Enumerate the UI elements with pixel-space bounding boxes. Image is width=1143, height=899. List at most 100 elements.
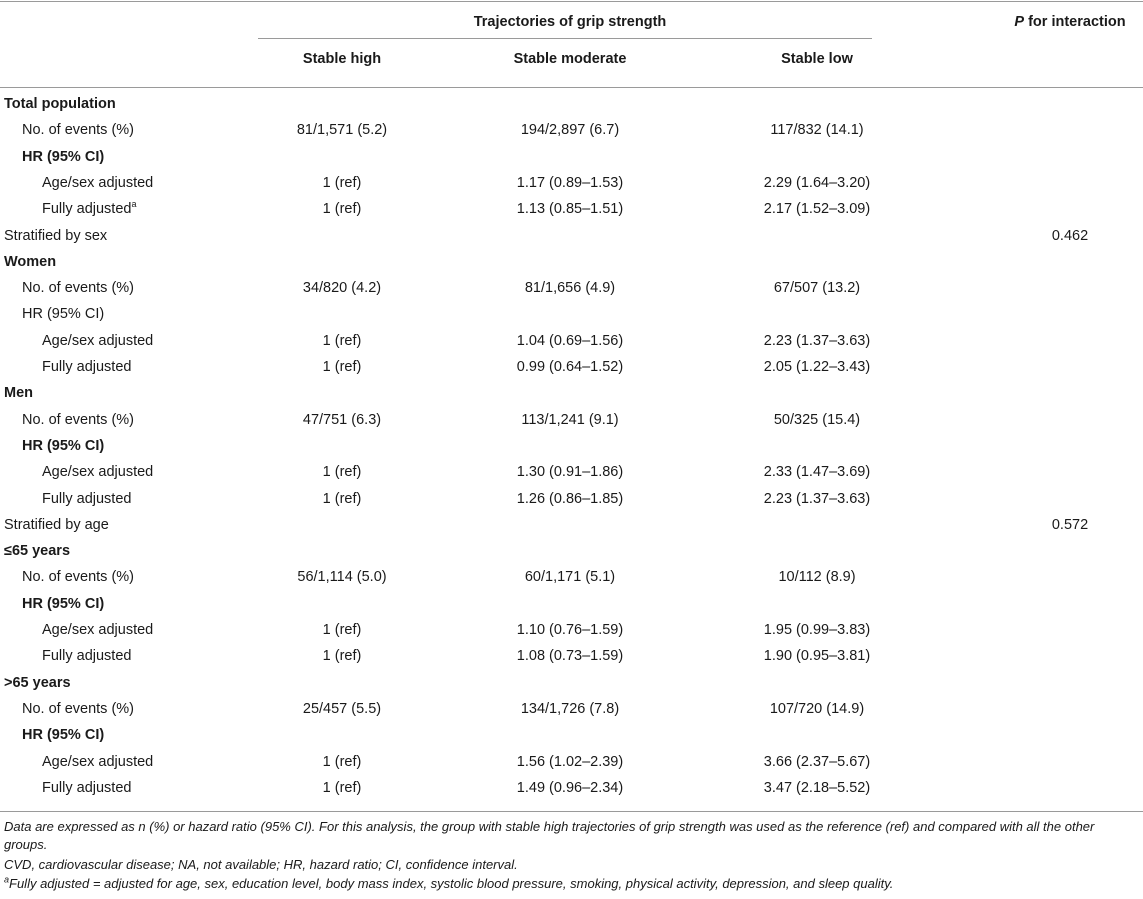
col-header-stable-high: Stable high — [302, 51, 382, 67]
table-cell: 47/751 (6.3) — [302, 412, 382, 428]
p-interaction-value: 0.462 — [1051, 228, 1089, 244]
row-label: Age/sex adjusted — [42, 173, 153, 193]
row-label: Total population — [4, 94, 116, 114]
row-label-text: Age/sex adjusted — [42, 754, 154, 770]
row-label: Age/sex adjusted — [42, 462, 153, 482]
table-cell: 1 (ref) — [322, 648, 362, 664]
table-cell: 3.66 (2.37–5.67) — [763, 754, 871, 770]
footnote-3-text: Fully adjusted = adjusted for age, sex, … — [9, 876, 894, 891]
row-label: HR (95% CI) — [22, 147, 104, 167]
row-label: HR (95% CI) — [22, 594, 104, 614]
table-cell: 1.10 (0.76–1.59) — [516, 622, 624, 638]
row-label-text: ≤65 years — [4, 543, 71, 559]
table-cell: 2.23 (1.37–3.63) — [763, 333, 871, 349]
table-cell: 2.17 (1.52–3.09) — [763, 201, 871, 217]
row-label-text: Fully adjusted — [42, 359, 132, 375]
row-label-text: Fully adjusted — [42, 491, 132, 507]
table-cell: 113/1,241 (9.1) — [521, 412, 619, 428]
table-cell: 2.05 (1.22–3.43) — [763, 359, 871, 375]
table-cell: 2.33 (1.47–3.69) — [763, 464, 871, 480]
row-label: Fully adjusted — [42, 646, 131, 666]
row-label: Fully adjusted — [42, 778, 131, 798]
row-label-text: Stratified by age — [4, 517, 109, 533]
table-cell: 0.99 (0.64–1.52) — [516, 359, 624, 375]
row-label: No. of events (%) — [22, 278, 134, 298]
row-label-text: No. of events (%) — [22, 412, 135, 428]
row-label-text: Age/sex adjusted — [42, 622, 154, 638]
table-cell: 2.29 (1.64–3.20) — [763, 175, 871, 191]
row-label: Men — [4, 383, 33, 403]
table-cell: 67/507 (13.2) — [773, 280, 861, 296]
row-label: ≤65 years — [4, 541, 70, 561]
col-header-stable-moderate: Stable moderate — [513, 51, 627, 67]
table-cell: 1 (ref) — [322, 491, 362, 507]
row-label-text: Fully adjusted — [42, 648, 132, 664]
table-cell: 1 (ref) — [322, 780, 362, 796]
table-cell: 1.04 (0.69–1.56) — [516, 333, 624, 349]
table-cell: 1.26 (0.86–1.85) — [516, 491, 624, 507]
row-label-text: No. of events (%) — [22, 569, 135, 585]
row-label-text: >65 years — [4, 675, 71, 691]
table-cell: 50/325 (15.4) — [773, 412, 861, 428]
table-cell: 3.47 (2.18–5.52) — [763, 780, 871, 796]
row-label-text: HR (95% CI) — [22, 596, 105, 612]
table-cell: 1.56 (1.02–2.39) — [516, 754, 624, 770]
table-cell: 1 (ref) — [322, 622, 362, 638]
row-label-text: Stratified by sex — [4, 228, 108, 244]
group-header-rule — [258, 38, 872, 39]
table-cell: 1.95 (0.99–3.83) — [763, 622, 871, 638]
table-bottom-rule — [0, 811, 1143, 812]
table-cell: 117/832 (14.1) — [770, 122, 864, 138]
table-cell: 56/1,114 (5.0) — [297, 569, 387, 585]
row-label: Stratified by age — [4, 515, 109, 535]
row-label-text: HR (95% CI) — [22, 438, 105, 454]
row-label: Age/sex adjusted — [42, 620, 153, 640]
row-label: Fully adjusted — [42, 357, 131, 377]
table-cell: 10/112 (8.9) — [778, 569, 856, 585]
row-label: No. of events (%) — [22, 699, 134, 719]
footnote-2: CVD, cardiovascular disease; NA, not ava… — [4, 857, 518, 872]
row-label-text: No. of events (%) — [22, 280, 135, 296]
row-label: No. of events (%) — [22, 120, 134, 140]
table-cell: 1 (ref) — [322, 464, 362, 480]
table-cell: 107/720 (14.9) — [769, 701, 865, 717]
col-header-stable-low: Stable low — [781, 51, 853, 67]
table-cell: 1.17 (0.89–1.53) — [516, 175, 624, 191]
row-label: Fully adjusted — [42, 489, 131, 509]
row-label: HR (95% CI) — [22, 725, 104, 745]
table-cell: 1 (ref) — [322, 359, 362, 375]
row-label: No. of events (%) — [22, 410, 134, 430]
row-label-text: Women — [4, 254, 57, 270]
table-cell: 60/1,171 (5.1) — [524, 569, 616, 585]
footnote-1: Data are expressed as n (%) or hazard ra… — [4, 819, 1095, 852]
row-label-text: Age/sex adjusted — [42, 333, 154, 349]
header-bottom-rule — [0, 87, 1143, 88]
row-label-text: Age/sex adjusted — [42, 175, 154, 191]
row-label-text: Fully adjusted — [42, 201, 132, 217]
table-cell: 81/1,571 (5.2) — [296, 122, 388, 138]
table-cell: 2.23 (1.37–3.63) — [763, 491, 871, 507]
p-interaction-value: 0.572 — [1051, 517, 1089, 533]
row-label-text: Age/sex adjusted — [42, 464, 154, 480]
row-label: Age/sex adjusted — [42, 331, 153, 351]
row-label: HR (95% CI) — [22, 304, 104, 324]
row-label-text: Total population — [4, 96, 116, 112]
table-cell: 34/820 (4.2) — [302, 280, 382, 296]
table-cell: 1.30 (0.91–1.86) — [516, 464, 624, 480]
row-label-text: HR (95% CI) — [22, 727, 105, 743]
row-label-text: No. of events (%) — [22, 701, 135, 717]
row-label: Women — [4, 252, 56, 272]
row-label-text: No. of events (%) — [22, 122, 135, 138]
row-label-text: HR (95% CI) — [22, 149, 105, 165]
table-cell: 134/1,726 (7.8) — [520, 701, 620, 717]
table-cell: 1.13 (0.85–1.51) — [516, 201, 624, 217]
footnote-3: aFully adjusted = adjusted for age, sex,… — [4, 875, 1139, 893]
row-label-sup: a — [131, 199, 137, 210]
p-interaction-rest: for interaction — [1024, 14, 1126, 30]
table-cell: 194/2,897 (6.7) — [520, 122, 620, 138]
row-label: No. of events (%) — [22, 567, 134, 587]
table-cell: 1.08 (0.73–1.59) — [516, 648, 624, 664]
p-interaction-header: P for interaction — [1014, 14, 1126, 30]
table-cell: 1 (ref) — [322, 175, 362, 191]
table-cell: 1 (ref) — [322, 201, 362, 217]
